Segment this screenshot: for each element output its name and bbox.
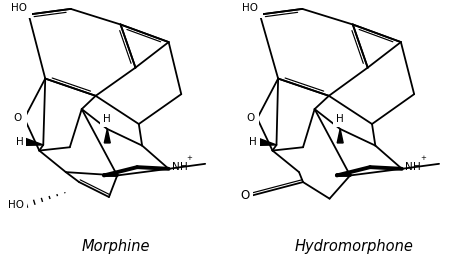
Text: H: H <box>103 114 111 124</box>
Text: H: H <box>16 137 23 147</box>
Text: O: O <box>240 189 250 202</box>
Text: H: H <box>413 162 420 172</box>
Text: HO: HO <box>242 3 258 13</box>
Text: Morphine: Morphine <box>82 239 150 254</box>
Text: Hydromorphone: Hydromorphone <box>295 239 414 254</box>
Text: O: O <box>13 113 21 123</box>
Text: N: N <box>405 162 412 172</box>
Text: H: H <box>336 114 344 124</box>
Text: H: H <box>180 162 187 172</box>
Polygon shape <box>258 139 276 145</box>
Text: N: N <box>172 162 179 172</box>
Polygon shape <box>104 129 110 143</box>
Text: H: H <box>249 137 256 147</box>
Text: +: + <box>187 155 192 161</box>
Text: +: + <box>420 155 426 161</box>
Polygon shape <box>337 129 343 143</box>
Polygon shape <box>25 139 43 145</box>
Text: HO: HO <box>8 200 24 210</box>
Text: HO: HO <box>11 3 27 13</box>
Text: O: O <box>246 113 254 123</box>
